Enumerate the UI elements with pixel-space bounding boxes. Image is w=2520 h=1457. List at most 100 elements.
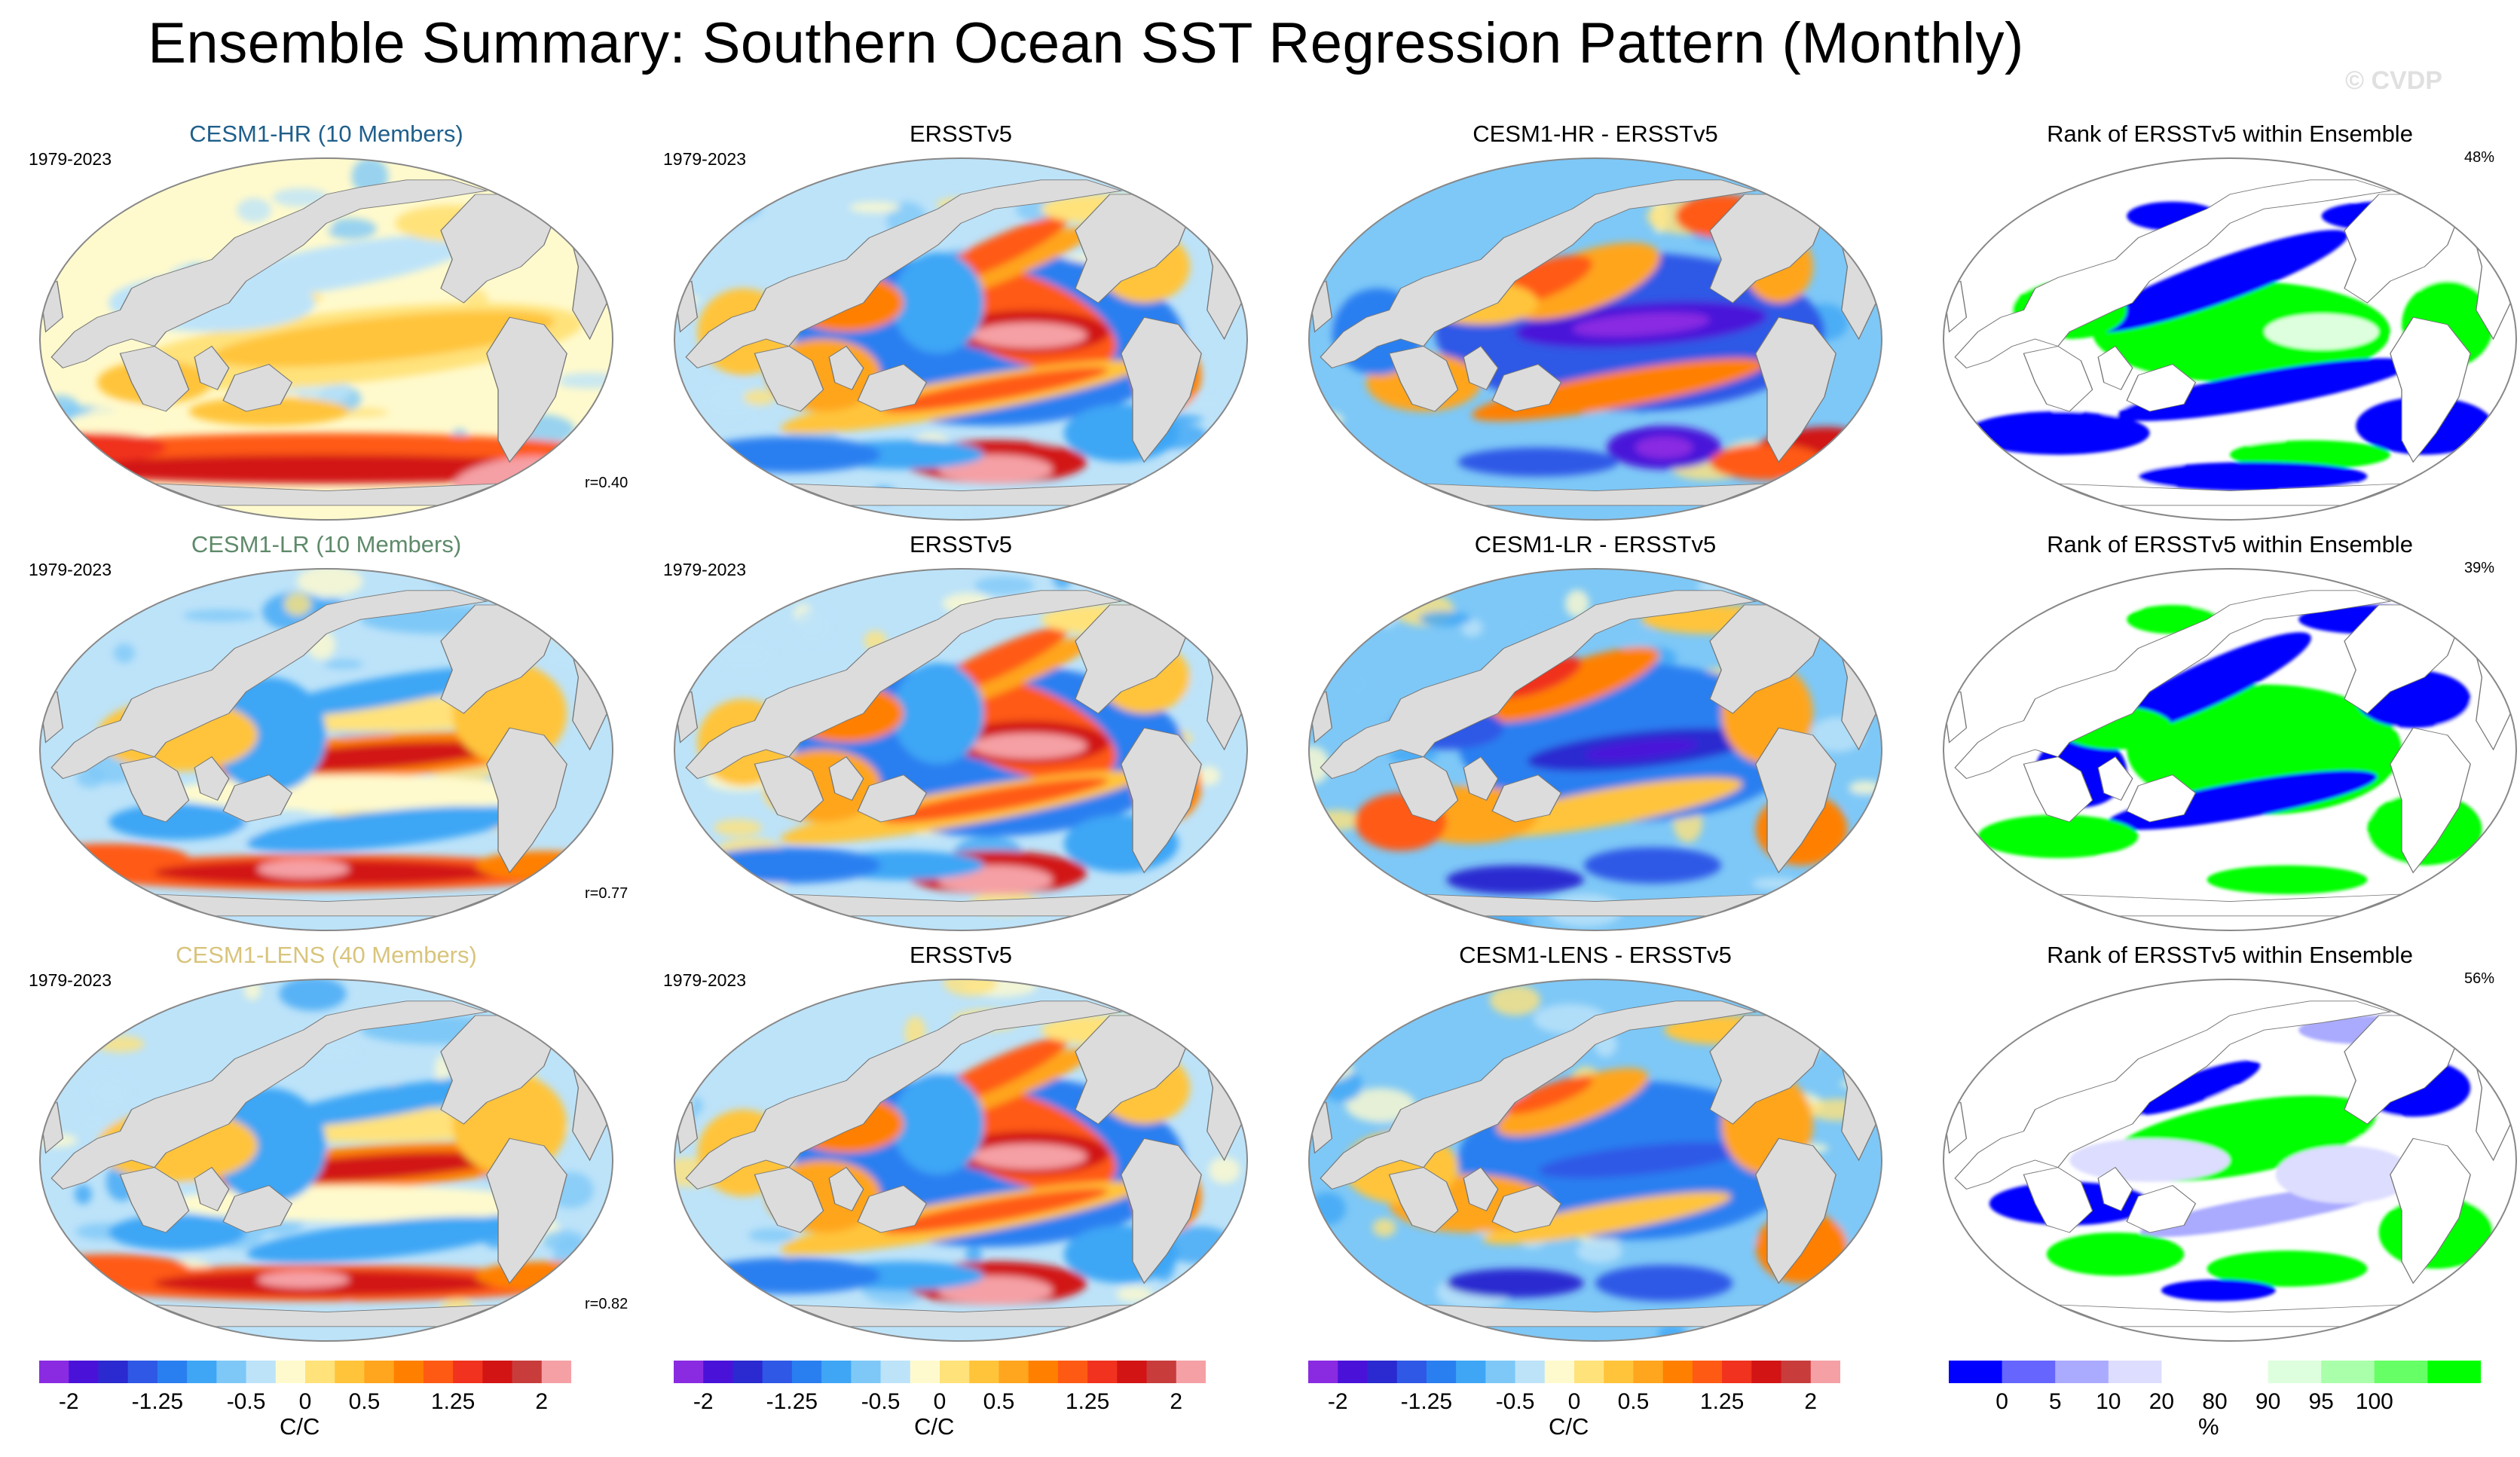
field-texture-patch (1772, 158, 1829, 187)
colorbar-swatch (1367, 1361, 1398, 1383)
map-plot (1308, 568, 1882, 931)
land-mass (50, 590, 488, 779)
field-texture-patch (943, 979, 998, 997)
panel-title: CESM1-LENS - ERSSTv5 (1459, 942, 1732, 968)
map-outline (39, 979, 613, 1342)
field-anomaly-patch (475, 851, 613, 880)
map-outline (39, 568, 613, 931)
panel-title: Rank of ERSSTv5 within Ensemble (2047, 531, 2413, 557)
rank-percent-label: 48% (2464, 149, 2495, 166)
field-texture-patch (919, 497, 976, 520)
field-texture-patch (1052, 569, 1073, 589)
colorbar-swatch (703, 1361, 733, 1383)
colorbar-swatch (940, 1361, 970, 1383)
field-anomaly-patch (1507, 242, 1660, 320)
colorbar-tick-label: 0 (1996, 1389, 2008, 1414)
colorbar-swatch (2427, 1361, 2481, 1383)
field-anomaly-patch (1538, 1142, 1744, 1178)
field-texture-patch (554, 372, 613, 389)
land-mass (685, 590, 1123, 779)
period-label: 1979-2023 (29, 560, 112, 579)
colorbar-swatch (246, 1361, 277, 1383)
field-texture-patch (296, 569, 363, 597)
field-texture-patch (1969, 1294, 2024, 1321)
field-anomaly-patch (246, 1217, 521, 1263)
land-mass (222, 774, 293, 823)
field-texture-patch (1956, 587, 2008, 600)
colorbar-swatch (512, 1361, 543, 1383)
field-texture-patch (678, 500, 703, 516)
field-texture-patch (1309, 1057, 1354, 1083)
pattern-correlation-label: r=0.40 (585, 475, 628, 491)
field-texture-patch (554, 569, 586, 591)
field-texture-patch (2094, 597, 2142, 612)
field-texture-patch (432, 569, 504, 589)
colorbar-tick-label: -2 (693, 1389, 714, 1414)
map-plot (674, 157, 1248, 521)
field-anomaly-patch (2138, 462, 2368, 491)
field-texture-patch (1179, 1306, 1247, 1330)
land-mass (194, 1166, 230, 1211)
colorbar-tick-label: 0.5 (1617, 1389, 1650, 1414)
field-texture-patch (83, 404, 157, 438)
land-mass (531, 172, 591, 203)
land-mass (2390, 727, 2471, 874)
field-texture-patch (1134, 1309, 1162, 1324)
field-texture-patch (1755, 569, 1772, 578)
land-mass (50, 179, 488, 368)
field-texture-patch (2372, 166, 2402, 182)
field-anomaly-patch (40, 843, 189, 873)
colorbar-swatch (305, 1361, 335, 1383)
colorbar-tick-label: 95 (2308, 1389, 2334, 1414)
field-texture-patch (2237, 569, 2288, 593)
field-texture-patch (1752, 877, 1799, 890)
field-texture-patch (1825, 479, 1880, 518)
colorbar-swatch (2215, 1361, 2269, 1383)
field-texture-patch (2001, 985, 2043, 1024)
field-anomaly-patch (972, 1144, 1087, 1169)
map-panel-ens-row2: CESM1-LR (10 Members) 1979-2023 r=0.77 (14, 531, 639, 945)
land-mass (1755, 1138, 1836, 1284)
field-texture-patch (2026, 195, 2051, 216)
colorbar-tick-label: 2 (1804, 1389, 1818, 1414)
land-mass (1388, 756, 1459, 823)
map-panel-obs-row3: ERSSTv5 1979-2023 (648, 942, 1274, 1356)
field-texture-patch (2003, 160, 2020, 170)
field-texture-patch (704, 203, 740, 227)
colorbar-swatch (1692, 1361, 1723, 1383)
land-mass (2435, 172, 2494, 203)
field-texture-patch (556, 906, 613, 930)
field-texture-patch (1313, 184, 1374, 197)
map-outline (674, 568, 1248, 931)
field-texture-patch (182, 609, 258, 622)
field-texture-patch (1208, 1156, 1240, 1184)
land-mass (531, 993, 591, 1024)
land-mass (1320, 1000, 1757, 1190)
land-mass (857, 774, 928, 823)
colorbar-tick-label: 0.5 (983, 1389, 1015, 1414)
sst-colorbar: -2 -1.25 -0.5 0 0.5 1.25 2 C/C (674, 1361, 1206, 1440)
colorbar-swatch (69, 1361, 99, 1383)
field-texture-patch (1309, 625, 1329, 644)
colorbar-tick-label: 2 (1170, 1389, 1183, 1414)
land-mass (1491, 1185, 1562, 1233)
panel-title: CESM1-HR - ERSSTv5 (1473, 121, 1718, 147)
colorbar-swatch (1117, 1361, 1148, 1383)
period-label: 1979-2023 (29, 970, 112, 990)
field-texture-patch (40, 166, 51, 194)
field-texture-patch (682, 1305, 738, 1321)
map-panel-rank-row2: Rank of ERSSTv5 within Ensemble 39% (1917, 531, 2520, 945)
land-mass (1755, 316, 1836, 463)
field-anomaly-patch (2161, 1279, 2276, 1302)
land-mass (2097, 345, 2133, 390)
colorbar-swatch (1028, 1361, 1059, 1383)
land-mass (1320, 179, 1757, 368)
field-anomaly-patch (2103, 632, 2311, 737)
period-label: 1979-2023 (663, 970, 746, 990)
colorbar-swatch (2055, 1361, 2109, 1383)
colorbar-swatch (1515, 1361, 1546, 1383)
field-texture-patch (1576, 1239, 1623, 1264)
field-texture-patch (74, 1184, 92, 1205)
land-mass (486, 316, 567, 463)
field-texture-patch (1770, 1300, 1818, 1335)
